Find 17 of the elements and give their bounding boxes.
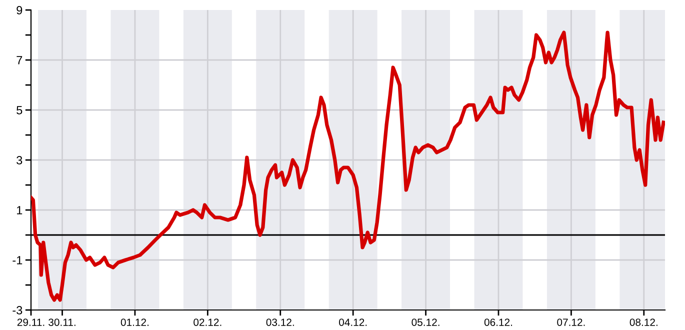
- x-tick-label: 05.12.: [412, 318, 440, 326]
- x-tick-label: 07.12.: [557, 318, 585, 326]
- x-tick-label: 30.11.: [48, 318, 76, 326]
- x-tick-label: 06.12.: [484, 318, 512, 326]
- y-tick-label: -3: [12, 306, 22, 314]
- x-tick-label: 03.12.: [266, 318, 294, 326]
- y-tick-label: -1: [12, 256, 22, 264]
- y-tick-label: 1: [17, 206, 22, 214]
- x-tick-label: 02.12.: [194, 318, 222, 326]
- y-tick-label: 9: [16, 6, 22, 14]
- x-tick-label: 01.12.: [120, 318, 148, 326]
- y-tick-label: 7: [16, 56, 22, 64]
- x-tick-label: 08.12.: [630, 318, 658, 326]
- y-tick-label: 5: [16, 106, 22, 114]
- x-tick-label: 29.11.: [17, 318, 44, 326]
- x-tick-label: 04.12.: [339, 318, 367, 326]
- y-tick-label: 3: [16, 156, 22, 164]
